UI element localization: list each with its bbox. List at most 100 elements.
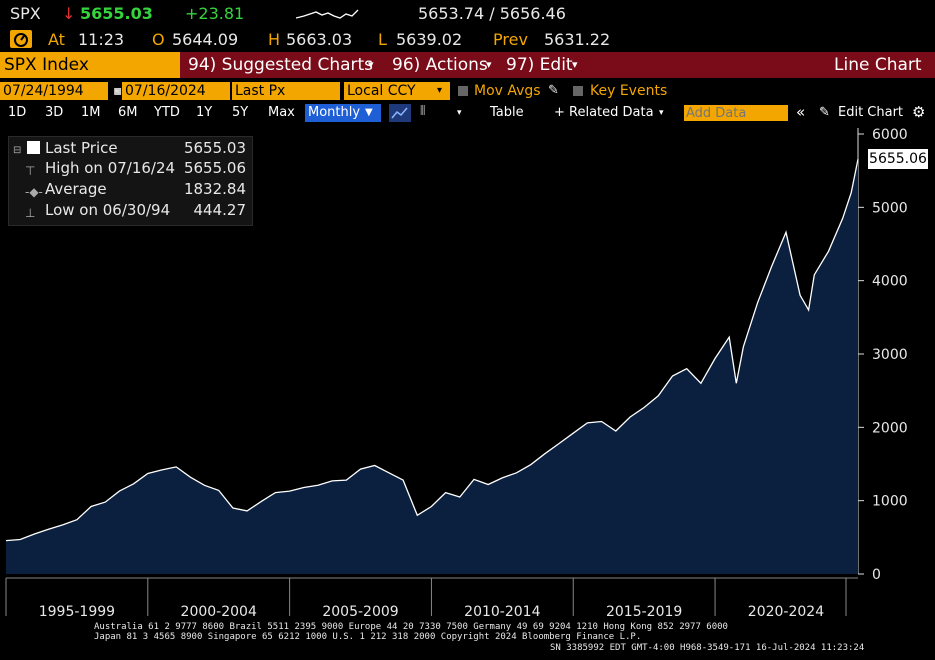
- last-price-tag: 5655.06: [868, 149, 928, 169]
- menu-bar: SPX Index 94) Suggested Charts ▾ 96) Act…: [0, 52, 935, 78]
- time-value: 11:23: [78, 30, 125, 49]
- footer-contacts-2: Japan 81 3 4565 8900 Singapore 65 6212 1…: [94, 632, 642, 642]
- y-tick-label: 1000: [872, 494, 908, 510]
- chevron-down-icon: ▾: [572, 58, 578, 71]
- chevron-down-icon: ▼: [365, 107, 373, 118]
- end-date-field[interactable]: 07/16/2024: [122, 82, 230, 100]
- actions-menu[interactable]: 96) Actions: [392, 55, 488, 75]
- time-label: At: [48, 30, 65, 49]
- collapse-left-icon[interactable]: «: [796, 103, 806, 121]
- x-tick-label: 2015-2019: [606, 604, 682, 620]
- frequency-label: Monthly: [308, 105, 361, 120]
- clock-icon: [10, 30, 32, 48]
- frequency-select[interactable]: Monthly ▼: [305, 104, 381, 122]
- y-tick-label: 2000: [872, 420, 908, 436]
- open-value: 5644.09: [172, 30, 239, 49]
- y-tick-label: 6000: [872, 127, 908, 143]
- price-chart[interactable]: 6000 5000 4000 3000 2000 1000 0 1995-1999 2000-2…: [0, 124, 935, 660]
- high-label: H: [268, 30, 281, 49]
- period-1d[interactable]: 1D: [8, 105, 27, 120]
- legend-row-low: ⊥ Low on 06/30/94 444.27: [9, 200, 252, 220]
- bid-ask: 5653.74 / 5656.46: [418, 4, 566, 23]
- pencil-icon: ✎: [819, 105, 830, 120]
- security-box[interactable]: SPX Index: [0, 52, 180, 78]
- high-value: 5663.03: [286, 30, 353, 49]
- period-1m[interactable]: 1M: [81, 105, 101, 120]
- sparkline-icon: [296, 9, 359, 19]
- low-value: 5639.02: [396, 30, 463, 49]
- line-chart-icon[interactable]: [389, 104, 411, 122]
- related-data-button[interactable]: + Related Data: [554, 105, 654, 120]
- legend-row-last: ⊟ Last Price 5655.03: [9, 138, 252, 158]
- calendar-icon[interactable]: ▪: [113, 83, 123, 99]
- down-arrow-icon: ↓: [62, 4, 76, 23]
- key-events-label[interactable]: Key Events: [590, 83, 668, 99]
- legend-high-label: High on 07/16/24: [45, 159, 176, 177]
- low-label: L: [378, 30, 387, 49]
- period-max[interactable]: Max: [268, 105, 295, 120]
- mov-avgs-checkbox[interactable]: [458, 86, 468, 96]
- x-tick-label: 1995-1999: [39, 604, 115, 620]
- open-label: O: [152, 30, 165, 49]
- period-3d[interactable]: 3D: [45, 105, 64, 120]
- mov-avgs-label[interactable]: Mov Avgs: [474, 83, 541, 99]
- y-tick-label: 3000: [872, 347, 908, 363]
- y-tick-label: 4000: [872, 274, 908, 290]
- period-6m[interactable]: 6M: [118, 105, 138, 120]
- chevron-down-icon: ▾: [486, 58, 492, 71]
- add-data-input[interactable]: [684, 105, 788, 121]
- suggested-charts-menu[interactable]: 94) Suggested Charts: [188, 55, 374, 75]
- start-date-field[interactable]: 07/24/1994: [0, 82, 108, 100]
- high-marker-icon: ⊤: [25, 164, 36, 178]
- quote-header: SPX ↓ 5655.03 +23.81 5653.74 / 5656.46: [0, 0, 935, 28]
- legend-low-value: 444.27: [193, 201, 247, 219]
- period-1y[interactable]: 1Y: [196, 105, 213, 120]
- chevron-down-icon: ▾: [659, 108, 664, 118]
- average-marker-icon: -◆-: [25, 185, 43, 199]
- period-ytd[interactable]: YTD: [154, 105, 180, 120]
- net-change: +23.81: [185, 4, 245, 23]
- legend-avg-label: Average: [45, 180, 107, 198]
- y-tick-label: 0: [872, 567, 881, 583]
- collapse-icon[interactable]: ⊟: [13, 145, 22, 156]
- bar-chart-icon[interactable]: ⫴: [420, 104, 426, 119]
- field-select[interactable]: Last Px: [232, 82, 340, 100]
- ticker-label: SPX: [10, 4, 41, 23]
- table-button[interactable]: Table: [490, 105, 524, 120]
- x-tick-label: 2020-2024: [748, 604, 824, 620]
- legend-low-label: Low on 06/30/94: [45, 201, 171, 219]
- price-line: [5, 159, 859, 542]
- legend-avg-value: 1832.84: [183, 180, 246, 198]
- chart-controls: 07/24/1994 ▪ - 07/16/2024 Last Px Local …: [0, 80, 935, 102]
- chevron-down-icon[interactable]: ▾: [434, 82, 450, 100]
- period-5y[interactable]: 5Y: [232, 105, 249, 120]
- last-price: 5655.03: [80, 4, 153, 23]
- security-label: SPX Index: [4, 55, 89, 75]
- y-tick-label: 5000: [872, 200, 908, 216]
- chart-type-label: Line Chart: [834, 55, 922, 75]
- prev-value: 5631.22: [544, 30, 611, 49]
- edit-chart-button[interactable]: Edit Chart: [838, 105, 904, 120]
- legend-row-high: ⊤ High on 07/16/24 5655.06: [9, 158, 252, 178]
- currency-select[interactable]: Local CCY: [344, 82, 436, 100]
- session-stats: At 11:23 O 5644.09 H 5663.03 L 5639.02 P…: [0, 28, 935, 52]
- footer-session: SN 3385992 EDT GMT-4:00 H968-3549-171 16…: [550, 643, 865, 653]
- pencil-icon[interactable]: ✎: [548, 83, 559, 98]
- x-tick-label: 2000-2004: [181, 604, 257, 620]
- legend-high-value: 5655.06: [183, 159, 246, 177]
- chevron-down-icon[interactable]: ▾: [457, 108, 462, 118]
- low-marker-icon: ⊥: [25, 206, 36, 220]
- legend-row-avg: -◆- Average 1832.84: [9, 179, 252, 199]
- chart-toolbar: 1D 3D 1M 6M YTD 1Y 5Y Max Monthly ▼ ⫴ ▾ …: [0, 102, 935, 124]
- edit-menu[interactable]: 97) Edit: [506, 55, 573, 75]
- footer-contacts-1: Australia 61 2 9777 8600 Brazil 5511 239…: [94, 622, 728, 632]
- legend-last-value: 5655.03: [183, 139, 246, 157]
- date-separator: -: [114, 83, 120, 99]
- chevron-down-icon: ▾: [368, 58, 374, 71]
- x-tick-label: 2010-2014: [464, 604, 540, 620]
- x-tick-label: 2005-2009: [322, 604, 398, 620]
- key-events-checkbox[interactable]: [573, 86, 583, 96]
- legend-last-label: Last Price: [45, 139, 118, 157]
- chart-legend[interactable]: ⊟ Last Price 5655.03 ⊤ High on 07/16/24 …: [8, 136, 253, 226]
- gear-icon[interactable]: ⚙: [912, 103, 926, 121]
